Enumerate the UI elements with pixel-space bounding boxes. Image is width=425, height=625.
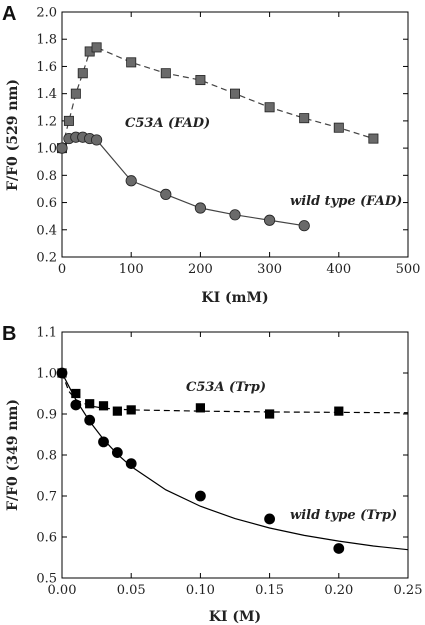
panel-a-y-tick-label: 0.8	[36, 169, 57, 184]
panel-a-y-tick-label: 1.2	[36, 114, 57, 129]
panel-b-y-tick-label: 0.9	[36, 408, 57, 423]
panel-a-c53a-point	[70, 88, 81, 99]
panel-a-y-tick-label: 1.8	[36, 33, 57, 48]
panel-a-wild-type-point	[298, 220, 310, 232]
panel-a-c53a-point	[195, 75, 206, 86]
panel-b-markers	[56, 367, 345, 554]
panel-a-y-tick-label: 1.6	[36, 60, 57, 75]
panel-a-x-tick-label: 400	[326, 262, 351, 277]
panel-a-y-tick-label: 1.4	[36, 87, 57, 102]
panel-b-wild-type-point	[98, 436, 109, 448]
panel-a-x-axis-label: KI (mM)	[201, 290, 268, 306]
panel-a-x-tick-label: 200	[188, 262, 213, 277]
panel-a-c53a-point	[333, 122, 344, 133]
panel-a-label: A	[2, 3, 16, 25]
panel-b-c53a-label: C53A (Trp)	[186, 380, 266, 395]
panel-a-c53a-point	[264, 102, 275, 113]
panel-b-x-axis-label: KI (M)	[209, 609, 261, 625]
panel-b-wildtype-label: wild type (Trp)	[290, 508, 397, 523]
panel-b-c53a-point	[85, 399, 95, 409]
panel-a-c53a-point	[229, 88, 240, 99]
panel-a-c53a-point	[126, 57, 137, 68]
panel-a-y-tick-label: 0.6	[36, 196, 57, 211]
panel-b-wild-type-point	[84, 414, 96, 426]
panel-b-wild-type-point	[125, 458, 137, 470]
panel-b-wild-type-point	[264, 513, 276, 525]
panel-a-c53a-point	[77, 68, 88, 79]
panel-b-x-axis: 0.00 0.05 0.10 0.15 0.20 0.25	[48, 332, 423, 598]
panel-b-label: B	[2, 323, 16, 345]
panel-b-c53a-point	[126, 405, 136, 415]
panel-b-y-tick-label: 0.7	[36, 490, 57, 505]
panel-a-y-axis: 0.2 0.4 0.6 0.8 1.0 1.2 1.4 1.6 1.8 2.0	[36, 6, 408, 266]
panel-a-c53a-line	[61, 46, 374, 149]
panel-a-plot-frame	[61, 11, 409, 258]
panel-b-wild-type-point	[111, 447, 123, 458]
panel-b-x-tick-label: 0.10	[186, 583, 215, 598]
panel-a-c53a-point	[299, 113, 310, 124]
panel-b: B 0.00 0.05 0.10 0.15 0.20 0.25 0.50.60.70.80…	[2, 323, 422, 625]
panel-a-x-tick-label: 0	[58, 262, 66, 277]
panel-a-wild-type-point	[194, 202, 206, 214]
panel-a-c53a-point	[160, 68, 171, 79]
panel-b-wild-type-point	[70, 399, 82, 411]
panel-a-y-tick-label: 0.4	[36, 223, 57, 238]
panel-b-y-axis: 0.5 0.6 0.7 0.8 0.9 1.0 1.1	[36, 326, 408, 587]
panel-b-x-tick-label: 0.00	[48, 583, 77, 598]
panel-a-wild-type-point	[125, 175, 137, 187]
panel-a-c53a-point	[91, 42, 102, 53]
panel-b-wild-type-line	[61, 372, 409, 551]
panel-b-x-tick-label: 0.20	[324, 583, 353, 598]
panel-a-x-tick-label: 100	[119, 262, 144, 277]
panel-a-y-tick-label: 1.0	[36, 142, 57, 157]
panel-a-c53a-point	[63, 115, 74, 126]
panel-b-y-tick-label: 1.1	[36, 326, 57, 341]
panel-b-c53a-point	[98, 401, 109, 411]
panel-b-y-tick-label: 1.0	[36, 367, 57, 382]
panel-b-wild-type-point	[56, 367, 68, 379]
panel-a-wild-type-point	[91, 134, 103, 146]
panel-a-c53a-point	[368, 133, 379, 144]
panel-a-y-axis-label: F/F0 (529 nm)	[5, 79, 21, 191]
panel-a-wild-type-point	[263, 214, 276, 226]
panel-a-wild-type-point	[160, 188, 172, 200]
panel-a-wild-type-line	[61, 136, 305, 227]
panel-a: A 0 100 200 300 400 500 0.2 0.4 0.6 0.8 1.0 1.2 1.4…	[2, 3, 420, 306]
panel-b-c53a-point	[71, 388, 81, 399]
panel-b-c53a-point	[195, 403, 205, 413]
panel-a-x-tick-label: 300	[257, 262, 282, 277]
panel-b-wild-type-point	[194, 490, 206, 502]
panel-b-x-tick-label: 0.05	[117, 583, 146, 598]
panel-b-c53a-point	[334, 406, 344, 416]
panel-a-y-tick-label: 0.2	[36, 251, 57, 266]
panel-b-x-tick-label: 0.25	[394, 583, 423, 598]
panel-b-c53a-point	[264, 409, 275, 419]
panel-b-series-lines	[61, 372, 409, 551]
panel-a-c53a-label: C53A (FAD)	[125, 116, 210, 131]
panel-a-x-axis: 0 100 200 300 400 500	[58, 12, 421, 277]
panel-b-y-tick-label: 0.6	[36, 531, 57, 546]
panel-a-x-tick-label: 500	[396, 262, 421, 277]
panel-b-wild-type-point	[333, 543, 345, 554]
panel-b-y-tick-label: 0.8	[36, 449, 57, 464]
panel-a-wild-type-point	[229, 209, 241, 221]
panel-b-x-tick-label: 0.15	[255, 583, 284, 598]
panel-b-c53a-point	[112, 406, 122, 416]
panel-a-wild-type-point	[56, 142, 68, 154]
panel-b-y-tick-label: 0.5	[36, 572, 57, 587]
panel-a-wildtype-label: wild type (FAD)	[290, 194, 402, 209]
panel-b-y-axis-label: F/F0 (349 nm)	[5, 399, 21, 511]
panel-a-y-tick-label: 2.0	[36, 6, 57, 21]
panel-a-markers	[56, 42, 379, 232]
